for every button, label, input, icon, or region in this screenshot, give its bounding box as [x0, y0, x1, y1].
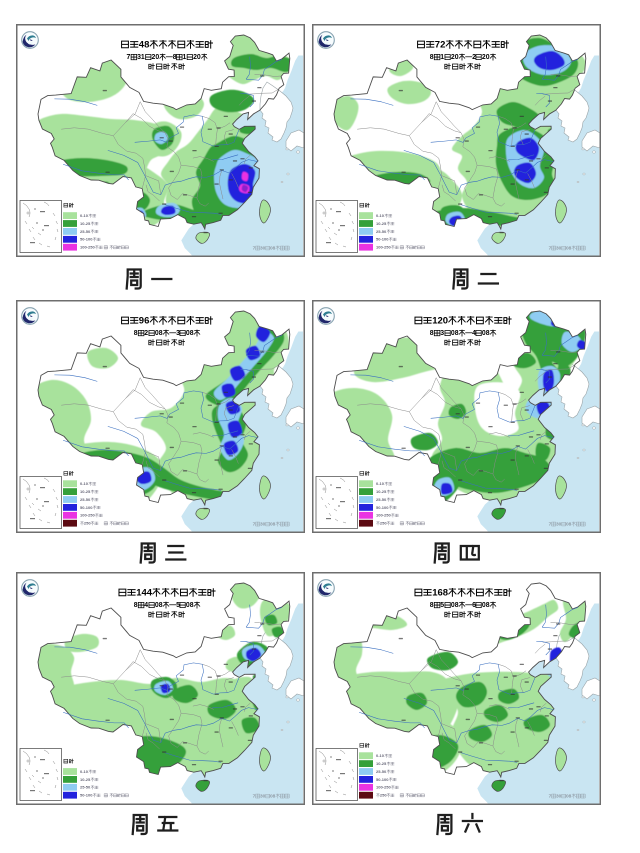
- svg-text:08: 08: [451, 330, 459, 337]
- svg-text:20: 20: [451, 54, 459, 61]
- svg-text:50-100: 50-100: [376, 777, 389, 782]
- svg-text:20: 20: [152, 54, 160, 61]
- svg-text:30: 30: [260, 794, 266, 800]
- svg-text:250: 250: [84, 521, 91, 526]
- svg-text:31: 31: [137, 54, 145, 61]
- svg-text:10-25: 10-25: [376, 489, 387, 494]
- svg-text:08: 08: [566, 522, 572, 528]
- svg-text:250: 250: [380, 793, 387, 798]
- svg-text:50-100: 50-100: [80, 505, 93, 510]
- svg-text:8: 8: [134, 330, 138, 337]
- svg-text:20: 20: [482, 54, 490, 61]
- svg-text:08: 08: [566, 794, 572, 800]
- svg-text:10-25: 10-25: [80, 489, 91, 494]
- svg-text:50-100: 50-100: [80, 793, 93, 798]
- svg-text:08: 08: [155, 330, 163, 337]
- svg-text:30: 30: [260, 246, 266, 252]
- svg-text:1: 1: [440, 54, 444, 61]
- svg-text:7: 7: [127, 54, 131, 61]
- svg-text:5: 5: [440, 602, 444, 609]
- svg-text:08: 08: [482, 330, 490, 337]
- svg-text:100-250: 100-250: [376, 785, 391, 790]
- svg-text:0-10: 0-10: [376, 481, 385, 486]
- svg-text:0-10: 0-10: [80, 213, 89, 218]
- svg-text:30: 30: [260, 522, 266, 528]
- svg-text:7: 7: [549, 522, 552, 528]
- svg-text:50-100: 50-100: [376, 505, 389, 510]
- svg-text:—4: —4: [465, 330, 476, 337]
- svg-text:144: 144: [136, 588, 153, 599]
- svg-text:3: 3: [440, 330, 444, 337]
- svg-text:50-100: 50-100: [80, 237, 93, 242]
- svg-text:250: 250: [380, 521, 387, 526]
- svg-text:08: 08: [186, 602, 194, 609]
- svg-text:08: 08: [270, 246, 276, 252]
- svg-text:30: 30: [556, 246, 562, 252]
- svg-text:10-25: 10-25: [80, 777, 91, 782]
- svg-text:7: 7: [549, 794, 552, 800]
- svg-text:20: 20: [193, 54, 201, 61]
- svg-text:8: 8: [430, 54, 434, 61]
- svg-text:7: 7: [253, 246, 256, 252]
- svg-text:100-250: 100-250: [376, 513, 391, 518]
- svg-text:—6: —6: [465, 602, 476, 609]
- svg-text:7: 7: [253, 794, 256, 800]
- svg-text:96: 96: [139, 316, 150, 327]
- svg-text:25-50: 25-50: [376, 497, 387, 502]
- svg-text:—8: —8: [166, 54, 177, 61]
- svg-text:10-25: 10-25: [80, 221, 91, 226]
- svg-text:8: 8: [134, 602, 138, 609]
- svg-text:25-50: 25-50: [80, 785, 91, 790]
- svg-text:30: 30: [556, 794, 562, 800]
- svg-text:0-10: 0-10: [80, 769, 89, 774]
- svg-text:08: 08: [451, 602, 459, 609]
- svg-text:4: 4: [144, 602, 148, 609]
- svg-text:0-10: 0-10: [376, 213, 385, 218]
- svg-text:08: 08: [270, 522, 276, 528]
- svg-text:25-50: 25-50: [80, 497, 91, 502]
- svg-text:08: 08: [566, 246, 572, 252]
- svg-text:2: 2: [144, 330, 148, 337]
- svg-text:25-50: 25-50: [376, 229, 387, 234]
- svg-text:10-25: 10-25: [376, 221, 387, 226]
- svg-text:1: 1: [183, 54, 187, 61]
- svg-text:08: 08: [186, 330, 194, 337]
- svg-text:0-10: 0-10: [376, 753, 385, 758]
- svg-text:50-100: 50-100: [376, 237, 389, 242]
- svg-text:120: 120: [432, 316, 448, 327]
- svg-text:8: 8: [430, 330, 434, 337]
- svg-text:168: 168: [432, 588, 448, 599]
- svg-text:100-250: 100-250: [80, 513, 95, 518]
- svg-text:—3: —3: [169, 330, 180, 337]
- svg-text:—2: —2: [465, 54, 476, 61]
- svg-text:25-50: 25-50: [376, 769, 387, 774]
- svg-text:08: 08: [482, 602, 490, 609]
- svg-text:30: 30: [556, 522, 562, 528]
- svg-text:100-250: 100-250: [80, 245, 95, 250]
- svg-text:8: 8: [430, 602, 434, 609]
- svg-text:7: 7: [253, 522, 256, 528]
- svg-text:72: 72: [435, 40, 446, 51]
- svg-text:0-10: 0-10: [80, 481, 89, 486]
- svg-text:100-250: 100-250: [376, 245, 391, 250]
- svg-text:08: 08: [270, 794, 276, 800]
- svg-text:—5: —5: [169, 602, 180, 609]
- svg-text:10-25: 10-25: [376, 761, 387, 766]
- svg-text:25-50: 25-50: [80, 229, 91, 234]
- svg-text:08: 08: [155, 602, 163, 609]
- svg-text:48: 48: [139, 40, 150, 51]
- svg-text:7: 7: [549, 246, 552, 252]
